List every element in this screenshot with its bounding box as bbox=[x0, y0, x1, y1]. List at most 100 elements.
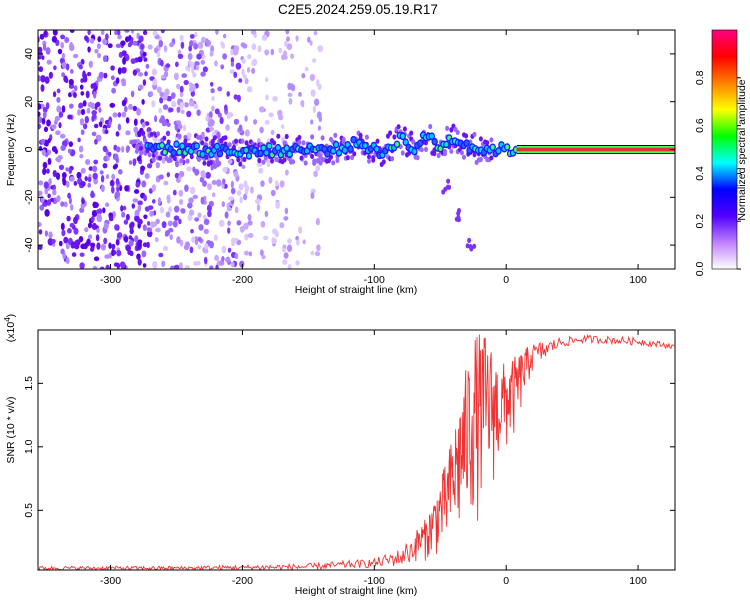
scatter-point bbox=[317, 125, 321, 131]
scatter-point bbox=[98, 71, 105, 79]
track-halo-point bbox=[303, 160, 308, 166]
snr-multiplier-close: ) bbox=[5, 314, 17, 318]
scatter-point bbox=[91, 115, 95, 122]
scatter-point bbox=[266, 159, 271, 168]
scatter-point bbox=[142, 263, 147, 268]
scatter-point bbox=[166, 122, 171, 128]
scatter-point bbox=[120, 205, 124, 212]
track-halo-point bbox=[227, 142, 232, 148]
scatter-point bbox=[256, 204, 261, 212]
scatter-point bbox=[190, 229, 194, 234]
track-halo-point bbox=[415, 155, 420, 161]
scatter-point bbox=[91, 131, 97, 137]
scatter-point bbox=[115, 238, 120, 246]
scatter-point bbox=[217, 86, 223, 92]
scatter-point bbox=[111, 87, 116, 94]
scatter-point bbox=[77, 109, 82, 116]
scatter-point bbox=[272, 96, 278, 102]
track-blob-inner bbox=[261, 145, 266, 151]
scatter-point bbox=[286, 36, 290, 42]
scatter-point bbox=[96, 134, 102, 142]
scatter-point bbox=[221, 42, 226, 49]
scatter-point bbox=[88, 166, 94, 171]
scatter-point bbox=[295, 35, 299, 42]
scatter-point bbox=[158, 252, 164, 258]
scatter-point bbox=[180, 208, 186, 214]
scatter-point bbox=[214, 254, 219, 261]
scatter-point bbox=[61, 61, 67, 69]
scatter-point bbox=[159, 118, 163, 124]
scatter-point bbox=[164, 231, 169, 237]
scatter-point bbox=[97, 36, 102, 43]
scatter-point bbox=[142, 79, 147, 86]
scatter-point bbox=[50, 197, 54, 203]
scatter-point bbox=[51, 239, 56, 244]
signal-track bbox=[134, 123, 675, 252]
scatter-point bbox=[234, 206, 239, 214]
scatter-point bbox=[137, 200, 143, 206]
track-halo-point bbox=[409, 130, 414, 136]
scatter-point bbox=[105, 174, 110, 180]
track-halo-point bbox=[179, 158, 184, 164]
track-blob-inner bbox=[337, 150, 341, 156]
scatter-point bbox=[186, 166, 192, 172]
scatter-point bbox=[94, 48, 99, 54]
scatter-point bbox=[85, 159, 91, 165]
scatter-point bbox=[46, 59, 52, 65]
track-blob-inner bbox=[363, 143, 368, 149]
scatter-point bbox=[296, 239, 300, 246]
scatter-point bbox=[230, 261, 235, 268]
scatter-point bbox=[78, 102, 84, 109]
snr-y-tick-label: 0.5 bbox=[23, 503, 35, 518]
scatter-point bbox=[203, 228, 209, 235]
scatter-point bbox=[152, 261, 158, 269]
scatter-point bbox=[301, 73, 306, 79]
scatter-point bbox=[140, 165, 146, 172]
scatter-point bbox=[284, 207, 289, 215]
scatter-point bbox=[301, 100, 305, 108]
scatter-point bbox=[52, 30, 58, 36]
scatter-point bbox=[310, 250, 315, 256]
branch-point bbox=[457, 208, 461, 214]
track-halo-point bbox=[396, 124, 401, 130]
scatter-point bbox=[191, 236, 196, 243]
scatter-point bbox=[58, 122, 62, 129]
scatter-point bbox=[144, 71, 148, 77]
scatter-point bbox=[38, 66, 43, 72]
scatter-point bbox=[176, 83, 181, 90]
track-halo-point bbox=[198, 135, 203, 141]
scatter-point bbox=[247, 220, 253, 226]
scatter-point bbox=[117, 123, 122, 131]
scatter-point bbox=[263, 235, 269, 241]
scatter-point bbox=[247, 213, 252, 221]
track-halo-point bbox=[459, 150, 464, 156]
scatter-point bbox=[132, 139, 138, 144]
scatter-point bbox=[55, 130, 61, 136]
track-halo-point bbox=[390, 156, 395, 162]
scatter-point bbox=[171, 100, 177, 108]
scatter-point bbox=[275, 180, 279, 187]
scatter-point bbox=[91, 210, 98, 217]
scatter-point bbox=[108, 216, 114, 222]
track-blob-inner bbox=[331, 148, 336, 154]
scatter-point bbox=[158, 174, 164, 180]
scatter-point bbox=[225, 257, 231, 263]
scatter-point bbox=[58, 240, 63, 247]
scatter-point bbox=[167, 220, 173, 227]
scatter-point bbox=[38, 180, 44, 186]
scatter-point bbox=[259, 106, 265, 113]
scatter-point bbox=[60, 145, 66, 151]
scatter-point bbox=[147, 163, 153, 169]
scatter-point bbox=[193, 103, 199, 110]
scatter-point bbox=[111, 173, 116, 181]
scatter-point bbox=[280, 124, 285, 129]
scatter-point bbox=[109, 179, 115, 187]
scatter-point bbox=[236, 220, 242, 226]
scatter-point bbox=[239, 260, 245, 268]
track-halo-point bbox=[202, 160, 207, 166]
track-halo-point bbox=[472, 131, 477, 137]
scatter-point bbox=[130, 90, 135, 98]
scatter-point bbox=[314, 251, 321, 257]
scatter-point bbox=[222, 167, 228, 173]
scatter-point bbox=[188, 86, 194, 93]
